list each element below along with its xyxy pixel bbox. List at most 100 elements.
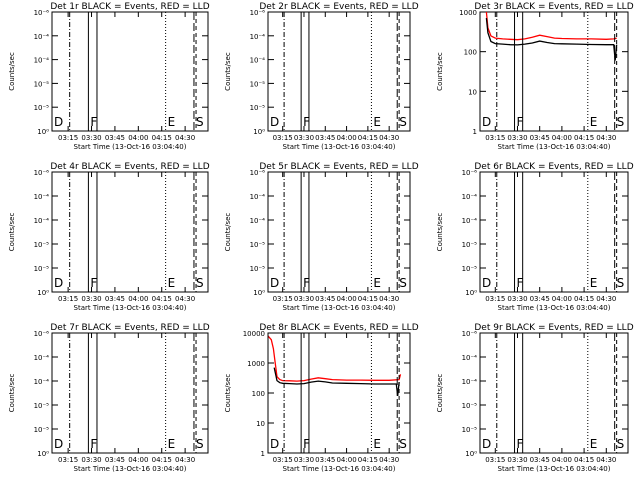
time-marker-label: S: [399, 115, 407, 129]
chart-title: Det 5r BLACK = Events, RED = LLD: [259, 162, 418, 172]
x-tick-label: 04:15: [574, 134, 594, 142]
y-tick-label: 10⁻⁵: [462, 241, 478, 249]
y-tick-label: 10⁰: [253, 128, 265, 136]
x-tick-label: 03:45: [315, 456, 335, 464]
y-tick-label: 10⁻⁶: [462, 169, 478, 177]
time-marker-label: F: [90, 276, 97, 290]
y-axis-label: Counts/sec: [8, 213, 16, 252]
y-tick-label: 1000: [247, 360, 265, 368]
x-tick-label: 03:15: [485, 134, 505, 142]
y-tick-label: 10⁻⁴: [250, 57, 266, 65]
y-tick-label: 10⁻⁵: [34, 104, 50, 112]
x-tick-label: 03:45: [105, 295, 125, 303]
x-tick-label: 04:15: [358, 456, 378, 464]
y-tick-label: 10⁻⁵: [34, 241, 50, 249]
y-axis-label: Counts/sec: [8, 374, 16, 413]
x-tick-label: 04:15: [152, 134, 172, 142]
time-marker-label: D: [54, 276, 63, 290]
y-tick-label: 10⁻⁴: [34, 33, 50, 41]
time-marker-label: S: [617, 276, 625, 290]
x-tick-label: 04:15: [152, 295, 172, 303]
y-tick-label: 10: [256, 420, 265, 428]
x-tick-label: 03:15: [58, 134, 78, 142]
time-marker-label: S: [196, 276, 204, 290]
lld-rate-line: [485, 11, 617, 41]
time-marker-label: S: [196, 437, 204, 451]
x-tick-label: 03:45: [530, 456, 550, 464]
x-tick-label: 04:30: [379, 456, 399, 464]
y-tick-label: 10⁰: [37, 450, 49, 458]
time-marker-label: E: [373, 276, 381, 290]
y-tick-label: 10⁰: [37, 128, 49, 136]
time-marker-label: F: [517, 276, 524, 290]
chart-title: Det 3r BLACK = Events, RED = LLD: [474, 2, 633, 12]
y-tick-label: 10⁻⁵: [250, 104, 266, 112]
time-marker-label: E: [168, 276, 176, 290]
x-tick-label: 04:00: [336, 134, 356, 142]
x-tick-label: 04:30: [379, 134, 399, 142]
x-tick-label: 04:00: [128, 134, 148, 142]
chart-title: Det 4r BLACK = Events, RED = LLD: [50, 162, 209, 172]
y-tick-label: 10⁻⁵: [462, 265, 478, 273]
x-tick-label: 04:00: [552, 134, 572, 142]
y-tick-label: 10⁻⁶: [250, 169, 266, 177]
time-marker-label: D: [54, 437, 63, 451]
y-tick-label: 1: [261, 450, 265, 458]
y-tick-label: 10⁻⁵: [250, 80, 266, 88]
x-tick-label: 03:30: [507, 456, 527, 464]
time-marker-label: D: [270, 276, 279, 290]
x-tick-label: 04:00: [552, 456, 572, 464]
y-tick-label: 10⁰: [465, 289, 477, 297]
x-tick-label: 03:30: [507, 295, 527, 303]
plot-frame: [267, 171, 411, 293]
x-tick-label: 04:30: [175, 295, 195, 303]
plot-frame: [51, 171, 209, 293]
x-tick-label: 04:00: [552, 295, 572, 303]
y-axis-label: Counts/sec: [224, 213, 232, 252]
y-tick-label: 10⁰: [253, 289, 265, 297]
x-axis-label: Start Time (13-Oct-16 03:04:40): [74, 143, 187, 151]
x-tick-label: 04:00: [128, 456, 148, 464]
chart-title: Det 9r BLACK = Events, RED = LLD: [474, 323, 633, 333]
plot-frame: [267, 332, 411, 454]
time-marker-label: D: [482, 437, 491, 451]
y-axis-label: Counts/sec: [224, 52, 232, 91]
y-tick-label: 10⁻⁴: [250, 33, 266, 41]
x-axis-label: Start Time (13-Oct-16 03:04:40): [498, 304, 611, 312]
x-tick-label: 03:15: [485, 295, 505, 303]
y-tick-label: 10⁻⁴: [462, 354, 478, 362]
y-axis-label: Counts/sec: [224, 374, 232, 413]
chart-title: Det 7r BLACK = Events, RED = LLD: [50, 323, 209, 333]
time-marker-label: S: [196, 115, 204, 129]
x-tick-label: 03:45: [105, 134, 125, 142]
y-tick-label: 10000: [243, 330, 265, 338]
x-tick-label: 04:15: [574, 456, 594, 464]
y-tick-label: 10⁻⁶: [250, 9, 266, 17]
y-tick-label: 10⁻⁶: [34, 330, 50, 338]
plot-frame: [479, 11, 629, 132]
time-marker-label: F: [303, 276, 310, 290]
time-marker-label: F: [90, 115, 97, 129]
time-marker-label: S: [399, 437, 407, 451]
x-tick-label: 03:15: [58, 456, 78, 464]
y-tick-label: 10⁻⁵: [462, 426, 478, 434]
x-tick-label: 03:30: [507, 134, 527, 142]
x-axis-label: Start Time (13-Oct-16 03:04:40): [498, 143, 611, 151]
y-tick-label: 10⁻⁵: [34, 265, 50, 273]
y-tick-label: 10: [468, 88, 477, 96]
plot-frame: [51, 11, 209, 132]
x-tick-label: 03:45: [105, 456, 125, 464]
y-tick-label: 10⁰: [37, 289, 49, 297]
x-axis-label: Start Time (13-Oct-16 03:04:40): [283, 465, 396, 473]
plot-frame: [267, 11, 411, 132]
plot-frame: [479, 332, 629, 454]
x-tick-label: 04:00: [336, 456, 356, 464]
y-tick-label: 10⁻⁴: [34, 354, 50, 362]
y-tick-label: 10⁰: [465, 450, 477, 458]
y-tick-label: 10⁻⁴: [34, 57, 50, 65]
x-tick-label: 04:30: [596, 456, 616, 464]
y-tick-label: 10⁻⁵: [34, 426, 50, 434]
time-marker-label: E: [373, 437, 381, 451]
